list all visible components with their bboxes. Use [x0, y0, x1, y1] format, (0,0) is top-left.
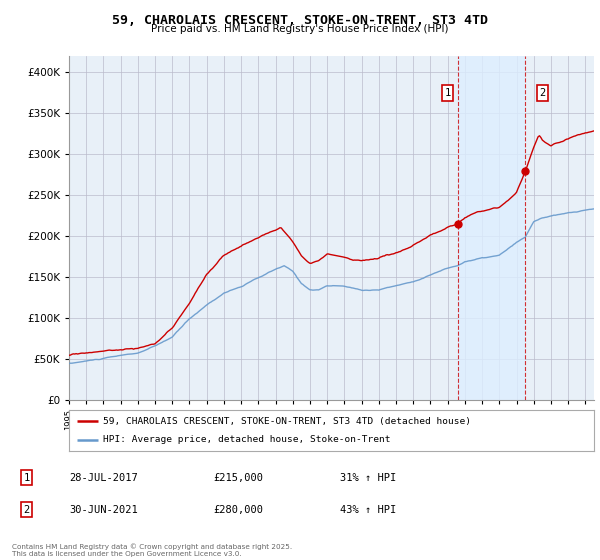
Text: 2: 2 [539, 88, 545, 98]
Bar [458, 56, 525, 400]
Text: 1: 1 [23, 473, 29, 483]
Text: Contains HM Land Registry data © Crown copyright and database right 2025.
This d: Contains HM Land Registry data © Crown c… [12, 544, 292, 557]
Text: HPI: Average price, detached house, Stoke-on-Trent: HPI: Average price, detached house, Stok… [103, 436, 391, 445]
Text: Price paid vs. HM Land Registry's House Price Index (HPI): Price paid vs. HM Land Registry's House … [151, 24, 449, 34]
Text: 59, CHAROLAIS CRESCENT, STOKE-ON-TRENT, ST3 4TD (detached house): 59, CHAROLAIS CRESCENT, STOKE-ON-TRENT, … [103, 417, 471, 426]
Text: 28-JUL-2017: 28-JUL-2017 [70, 473, 139, 483]
Text: 30-JUN-2021: 30-JUN-2021 [70, 505, 139, 515]
Text: £280,000: £280,000 [214, 505, 263, 515]
Text: 31% ↑ HPI: 31% ↑ HPI [340, 473, 397, 483]
Text: 59, CHAROLAIS CRESCENT, STOKE-ON-TRENT, ST3 4TD: 59, CHAROLAIS CRESCENT, STOKE-ON-TRENT, … [112, 14, 488, 27]
Text: £215,000: £215,000 [214, 473, 263, 483]
Text: 2: 2 [23, 505, 29, 515]
Text: 1: 1 [444, 88, 451, 98]
Text: 43% ↑ HPI: 43% ↑ HPI [340, 505, 397, 515]
